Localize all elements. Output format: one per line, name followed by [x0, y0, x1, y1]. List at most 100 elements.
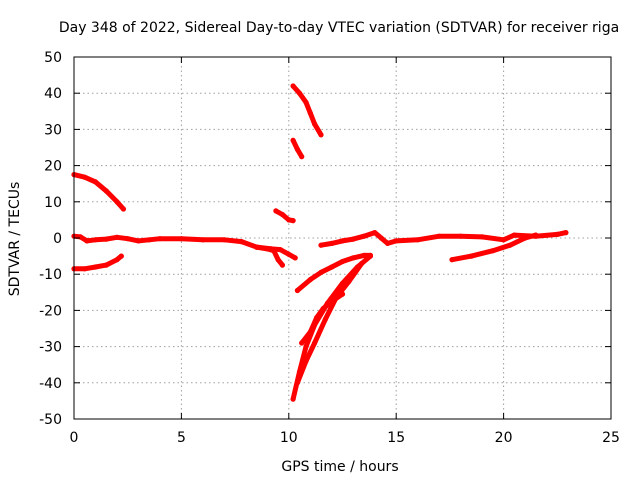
- data-point: [436, 233, 442, 239]
- data-point: [393, 238, 399, 244]
- data-point: [385, 240, 391, 246]
- data-point: [511, 232, 517, 238]
- data-point: [346, 278, 352, 284]
- data-point: [92, 237, 99, 243]
- data-point: [350, 236, 356, 242]
- data-point: [415, 237, 421, 243]
- data-point: [114, 257, 120, 263]
- data-point: [294, 287, 300, 294]
- data-point: [303, 344, 309, 350]
- data-point: [271, 248, 277, 254]
- data-point: [200, 237, 206, 243]
- data-point: [449, 257, 455, 263]
- data-point: [307, 277, 313, 283]
- data-point: [563, 230, 569, 236]
- y-axis-label: SDTVAR / TECUs: [7, 182, 23, 297]
- data-point: [279, 262, 285, 268]
- data-point: [146, 237, 152, 243]
- data-point: [125, 236, 131, 242]
- x-tick-label: 25: [602, 430, 620, 446]
- data-point: [359, 260, 365, 266]
- y-tick-label: 20: [44, 159, 62, 175]
- data-point: [290, 396, 296, 402]
- data-point: [292, 255, 298, 261]
- data-point: [294, 146, 300, 152]
- y-tick-label: -10: [39, 267, 62, 283]
- x-tick-label: 15: [387, 430, 405, 446]
- data-point: [361, 252, 367, 258]
- data-point: [290, 83, 296, 89]
- data-point: [157, 236, 163, 242]
- data-point: [277, 247, 283, 253]
- data-point: [322, 316, 328, 322]
- series-arc-recovery-steep-a: [290, 253, 373, 402]
- data-point: [554, 231, 560, 237]
- data-point: [286, 217, 292, 223]
- data-point: [275, 257, 281, 263]
- y-tick-label: 0: [53, 231, 62, 247]
- data-point: [103, 262, 109, 268]
- data-point: [318, 242, 324, 248]
- data-point: [114, 234, 120, 240]
- data-point: [77, 234, 83, 240]
- y-tick-label: 40: [44, 86, 62, 102]
- data-point: [82, 266, 88, 272]
- data-point: [286, 251, 292, 257]
- data-point: [329, 264, 335, 270]
- data-point: [303, 358, 309, 364]
- y-tick-label: -40: [39, 376, 62, 392]
- data-point: [468, 253, 474, 259]
- data-point: [314, 315, 320, 321]
- data-point: [312, 340, 318, 346]
- data-point: [254, 244, 260, 250]
- data-point: [299, 154, 305, 160]
- x-tick-label: 5: [177, 430, 186, 446]
- data-point: [178, 236, 184, 242]
- data-point: [490, 248, 496, 254]
- data-point: [103, 188, 109, 194]
- data-point: [273, 208, 279, 214]
- data-point: [294, 380, 300, 386]
- data-point: [339, 258, 346, 265]
- data-point: [307, 110, 313, 116]
- data-point: [361, 233, 367, 239]
- data-point: [290, 137, 296, 143]
- data-point: [299, 340, 305, 346]
- data-point: [92, 264, 99, 270]
- chart-title: Day 348 of 2022, Sidereal Day-to-day VTE…: [59, 20, 619, 36]
- data-point: [118, 253, 124, 259]
- data-point: [339, 238, 346, 244]
- data-point: [92, 179, 99, 185]
- data-series: [71, 83, 569, 402]
- data-point: [264, 246, 270, 252]
- data-point: [339, 291, 346, 297]
- y-tick-label: 30: [44, 122, 62, 138]
- data-point: [320, 306, 326, 312]
- data-point: [307, 329, 313, 335]
- x-tick-label: 10: [280, 430, 298, 446]
- data-point: [458, 233, 464, 239]
- data-point: [522, 235, 528, 241]
- data-point: [378, 235, 384, 241]
- data-point: [367, 253, 373, 259]
- data-point: [318, 269, 324, 275]
- data-point: [135, 238, 141, 244]
- data-point: [221, 237, 227, 243]
- series-arc-recovery-upper: [294, 252, 373, 293]
- data-point: [296, 90, 303, 96]
- data-point: [329, 298, 335, 304]
- data-point: [350, 255, 356, 261]
- data-point: [120, 206, 126, 212]
- x-tick-label: 20: [495, 430, 513, 446]
- data-point: [238, 239, 245, 245]
- data-point: [279, 211, 285, 218]
- data-point: [479, 234, 485, 240]
- data-point: [372, 230, 378, 236]
- data-point: [82, 174, 88, 180]
- x-axis-label: GPS time / hours: [281, 459, 398, 475]
- data-point: [533, 232, 539, 238]
- axis-ticks: 0 5 10 15 20 25 -50 -40 -30 -20 -10 0 10 20 30 40 50: [39, 50, 620, 446]
- y-tick-label: 10: [44, 195, 62, 211]
- data-point: [501, 237, 507, 243]
